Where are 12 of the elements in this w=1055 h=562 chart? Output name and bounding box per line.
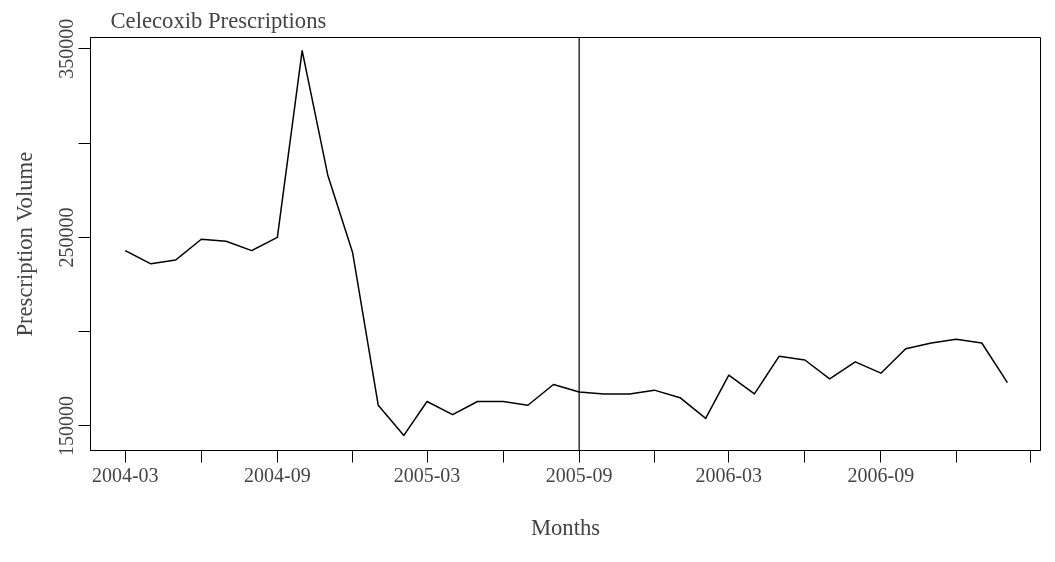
x-tick-label: 2004-09 xyxy=(244,463,311,486)
x-tick-label: 2004-03 xyxy=(91,463,159,486)
x-axis-title: Months xyxy=(530,514,601,540)
y-axis-title: Prescription Volume xyxy=(11,151,37,337)
chart-title: Celecoxib Prescriptions xyxy=(110,7,327,33)
y-tick-label: 150000 xyxy=(55,395,78,456)
x-tick-label: 2006-09 xyxy=(847,463,915,486)
y-tick-label: 250000 xyxy=(55,207,78,268)
y-tick-label: 350000 xyxy=(55,18,78,79)
x-tick-label: 2006-03 xyxy=(695,463,763,486)
x-tick-label: 2005-03 xyxy=(393,463,461,486)
x-tick-label: 2005-09 xyxy=(545,463,613,486)
